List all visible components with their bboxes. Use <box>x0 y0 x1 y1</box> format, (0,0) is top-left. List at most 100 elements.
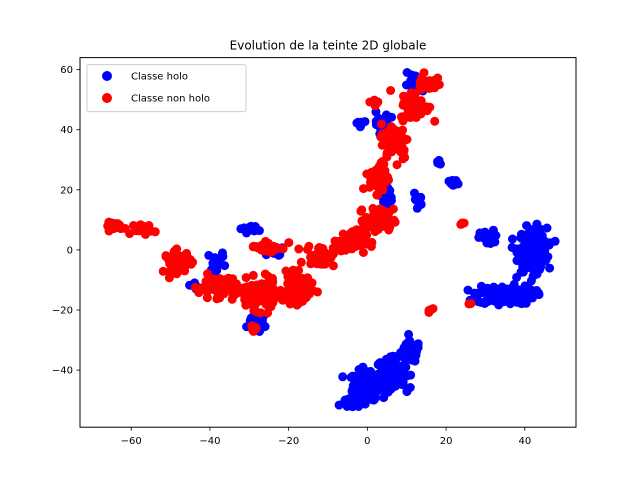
scatter-point <box>483 292 493 302</box>
scatter-point <box>106 218 116 228</box>
scatter-point <box>539 255 548 265</box>
scatter-point <box>403 337 413 347</box>
scatter-point <box>288 265 298 275</box>
scatter-point <box>469 288 479 298</box>
scatter-point <box>249 305 259 315</box>
series-holo <box>185 68 560 412</box>
scatter-point <box>228 290 238 300</box>
scatter-point <box>530 251 540 261</box>
scatter-point <box>386 137 396 147</box>
scatter-point <box>284 238 294 248</box>
points-layer <box>103 68 560 412</box>
y-axis: −40 −20 0 20 40 60 <box>52 65 80 377</box>
scatter-point <box>314 243 324 252</box>
scatter-point <box>303 245 312 254</box>
scatter-point <box>158 266 168 276</box>
scatter-point <box>410 188 419 198</box>
legend-marker-non-holo <box>102 93 112 103</box>
scatter-point <box>183 258 193 268</box>
scatter-point <box>360 233 370 243</box>
scatter-point <box>477 287 487 297</box>
scatter-point <box>358 248 368 257</box>
scatter-point <box>278 244 288 254</box>
scatter-point <box>387 112 397 122</box>
scatter-point <box>379 197 388 207</box>
scatter-point <box>464 299 474 309</box>
y-tick-label: 60 <box>60 65 73 76</box>
scatter-point <box>391 364 401 374</box>
scatter-point <box>376 180 386 190</box>
scatter-point <box>392 160 402 170</box>
legend-box <box>86 64 247 113</box>
scatter-point <box>249 326 258 336</box>
x-tick-label: −60 <box>121 436 142 447</box>
scatter-point <box>350 377 360 387</box>
scatter-point <box>294 244 304 254</box>
scatter-point <box>226 280 235 290</box>
scatter-point <box>320 254 330 264</box>
scatter-point <box>409 349 419 359</box>
scatter-point <box>521 237 531 247</box>
scatter-point <box>311 253 321 263</box>
scatter-point <box>375 373 385 382</box>
scatter-point <box>369 171 379 180</box>
scatter-point <box>199 282 209 292</box>
scatter-point <box>430 116 440 126</box>
scatter-point <box>519 263 529 273</box>
scatter-point <box>249 226 259 236</box>
scatter-point <box>246 313 256 323</box>
scatter-point <box>292 283 302 293</box>
scatter-point <box>351 241 360 251</box>
scatter-point <box>202 293 212 303</box>
scatter-point <box>346 228 356 238</box>
scatter-point <box>354 365 364 374</box>
scatter-point <box>448 180 458 190</box>
scatter-point <box>501 292 511 301</box>
scatter-point <box>532 226 542 235</box>
scatter-point <box>386 86 396 95</box>
scatter-point <box>369 95 379 105</box>
scatter-point <box>120 224 130 233</box>
scatter-point <box>267 293 277 303</box>
scatter-point <box>507 242 517 252</box>
scatter-point <box>285 299 295 309</box>
x-tick-label: 20 <box>440 436 453 447</box>
scatter-point <box>388 123 397 133</box>
scatter-point <box>390 381 400 391</box>
scatter-point <box>545 263 555 273</box>
y-tick-label: 40 <box>60 125 73 136</box>
scatter-point <box>254 316 264 326</box>
scatter-point <box>215 274 225 283</box>
scatter-point <box>172 244 182 254</box>
scatter-point <box>260 269 270 279</box>
scatter-point <box>357 205 367 215</box>
scatter-point <box>378 156 388 166</box>
plot-frame <box>79 57 577 428</box>
scatter-point <box>515 291 525 301</box>
scatter-point <box>369 207 379 217</box>
scatter-point <box>144 221 154 230</box>
scatter-point <box>296 257 306 267</box>
scatter-point <box>377 119 386 129</box>
scatter-point <box>430 83 440 93</box>
scatter-point <box>328 261 338 271</box>
scatter-point <box>494 291 504 301</box>
scatter-point <box>260 322 270 332</box>
scatter-point <box>178 251 188 261</box>
scatter-point <box>402 387 412 397</box>
scatter-point <box>403 103 413 113</box>
scatter-point <box>344 396 354 405</box>
y-tick-label: −40 <box>52 366 73 377</box>
scatter-point <box>353 229 363 239</box>
scatter-point <box>487 236 497 246</box>
scatter-point <box>434 157 443 167</box>
scatter-point <box>428 304 438 314</box>
scatter-point <box>384 225 394 235</box>
x-tick-label: −40 <box>199 436 220 447</box>
x-tick-label: 40 <box>518 436 531 447</box>
scatter-point <box>520 281 530 291</box>
scatter-point <box>236 224 246 234</box>
scatter-point <box>372 190 382 200</box>
scatter-point <box>129 221 138 230</box>
